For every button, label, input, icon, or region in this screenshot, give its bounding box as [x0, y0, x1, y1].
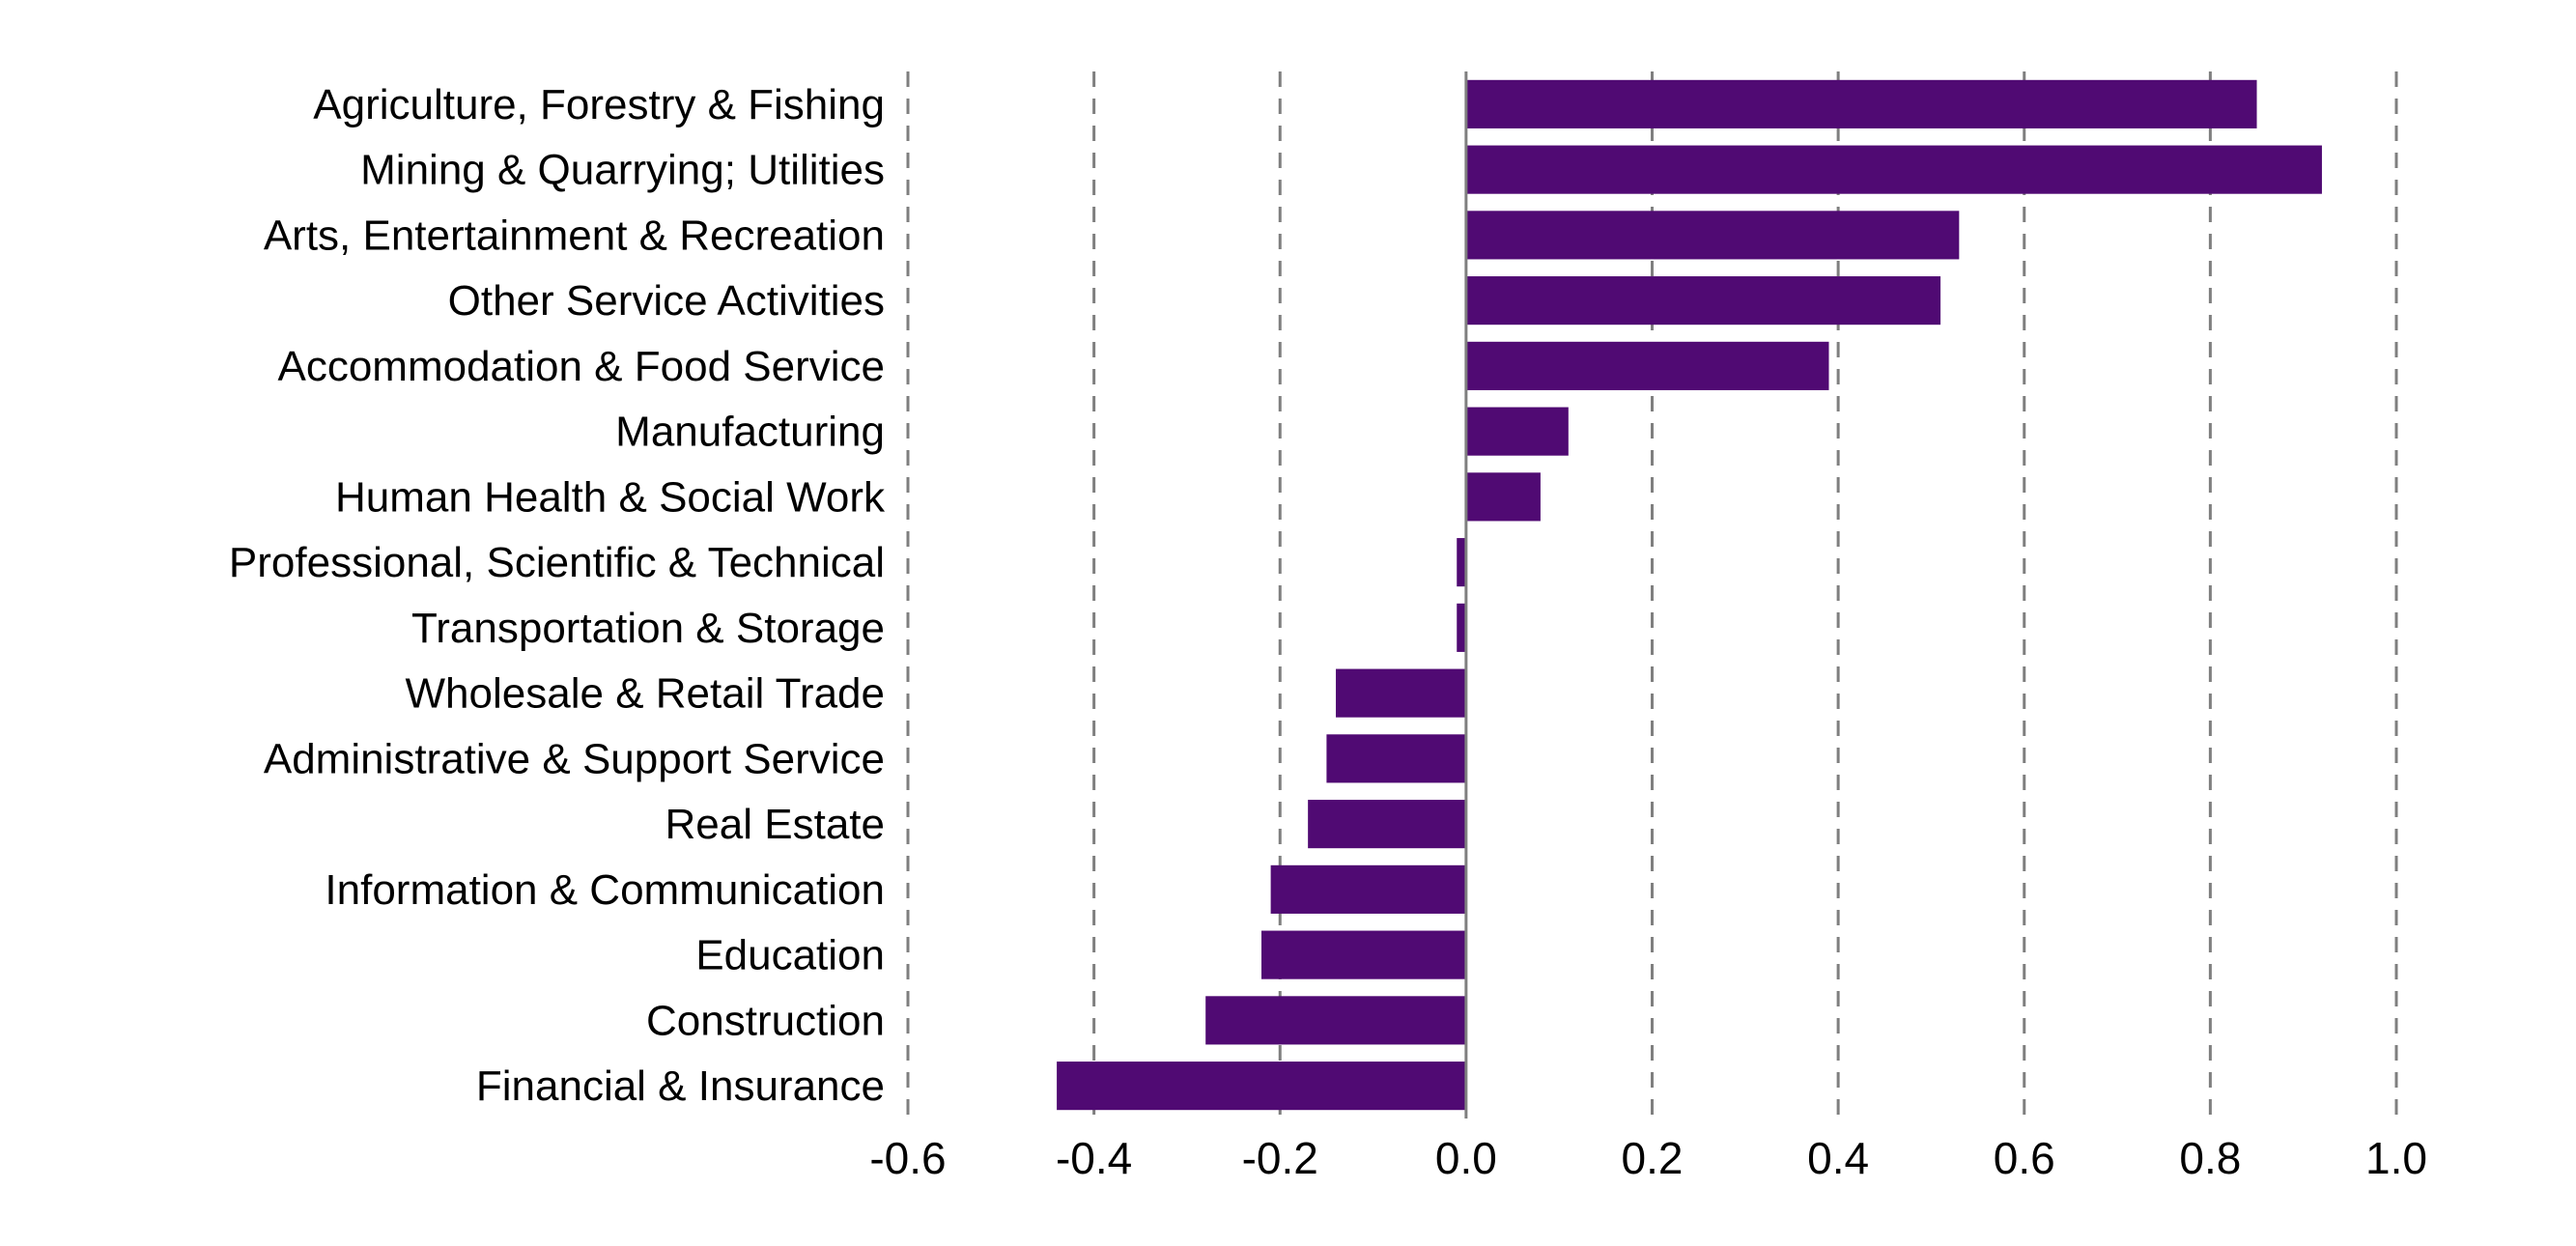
x-tick-labels: -0.6 -0.4 -0.2 0.0 0.2 0.4 0.6 0.8 1.0	[869, 1133, 2427, 1183]
bar	[1308, 800, 1466, 849]
x-tick-label: -0.2	[1242, 1133, 1318, 1183]
bar	[1336, 668, 1466, 718]
category-label: Real Estate	[665, 801, 885, 848]
category-label: Transportation & Storage	[411, 605, 885, 652]
category-label: Agriculture, Forestry & Fishing	[313, 81, 885, 128]
bar	[1326, 734, 1466, 783]
category-label: Arts, Entertainment & Recreation	[264, 212, 885, 259]
category-label: Information & Communication	[325, 866, 885, 914]
bar	[1457, 538, 1466, 587]
x-tick-label: 0.0	[1435, 1133, 1497, 1183]
bar	[1260, 930, 1466, 979]
x-tick-label: 0.8	[2179, 1133, 2241, 1183]
category-label: Human Health & Social Work	[335, 473, 886, 521]
category-label: Wholesale & Retail Trade	[406, 670, 885, 718]
x-tick-label: -0.6	[869, 1133, 946, 1183]
bar	[1270, 864, 1466, 914]
category-label: Financial & Insurance	[476, 1062, 885, 1110]
category-label: Education	[695, 932, 885, 979]
bar	[1457, 603, 1466, 652]
bar	[1465, 145, 2322, 194]
x-tick-label: 1.0	[2365, 1133, 2427, 1183]
bar	[1465, 407, 1569, 456]
category-label: Accommodation & Food Service	[277, 343, 885, 390]
category-label: Administrative & Support Service	[264, 735, 885, 782]
bar	[1465, 341, 1829, 390]
category-label: Mining & Quarrying; Utilities	[360, 147, 885, 194]
category-labels: Agriculture, Forestry & Fishing Mining & …	[229, 81, 886, 1110]
bar	[1205, 996, 1466, 1045]
x-tick-label: 0.2	[1622, 1133, 1684, 1183]
x-tick-label: 0.6	[1994, 1133, 2055, 1183]
category-label: Construction	[646, 997, 885, 1044]
category-label: Other Service Activities	[448, 277, 885, 325]
bar	[1057, 1062, 1466, 1111]
bar	[1465, 276, 1941, 326]
bar	[1465, 79, 2257, 128]
bars	[1057, 79, 2322, 1111]
x-tick-label: 0.4	[1807, 1133, 1869, 1183]
bar	[1465, 211, 1960, 260]
x-tick-label: -0.4	[1056, 1133, 1132, 1183]
bar	[1465, 472, 1541, 522]
category-label: Manufacturing	[615, 409, 885, 456]
category-label: Professional, Scientific & Technical	[229, 539, 885, 586]
